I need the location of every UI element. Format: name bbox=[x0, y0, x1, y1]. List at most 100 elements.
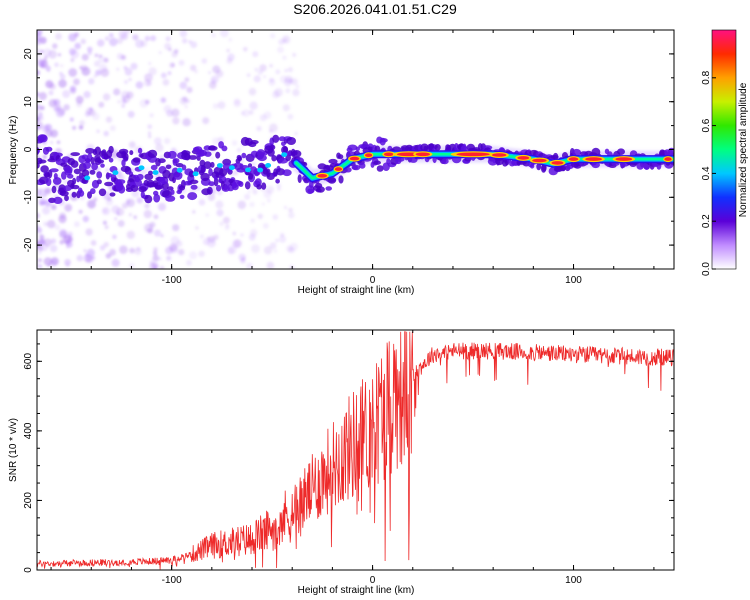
spectrogram-band-blob bbox=[204, 151, 212, 157]
spectrogram-noise-blob bbox=[117, 99, 121, 104]
spectrogram-noise-blob bbox=[268, 78, 276, 86]
x-tick-label: 100 bbox=[565, 275, 582, 286]
spectrogram-noise-blob bbox=[52, 43, 58, 49]
spectrogram-noise-blob bbox=[250, 218, 255, 223]
spectrogram-noise-blob bbox=[145, 99, 150, 105]
spectrogram-noise-blob bbox=[149, 113, 154, 118]
spectrogram-noise-blob bbox=[103, 241, 109, 248]
spectrogram-noise-blob bbox=[266, 185, 275, 194]
spectrogram-band-blob bbox=[221, 145, 228, 152]
spectrogram-band-blob bbox=[136, 173, 144, 181]
spectrogram-noise-blob bbox=[50, 238, 57, 244]
spectrogram-noise-blob bbox=[294, 131, 298, 136]
spectrogram-noise-blob bbox=[144, 203, 150, 209]
spectrogram-band-blob bbox=[66, 173, 74, 179]
spectrogram-noise-blob bbox=[217, 101, 226, 109]
snr-y-label: SNR (10 * v/v) bbox=[8, 418, 19, 482]
spectrogram-noise-blob bbox=[282, 55, 287, 60]
spectrogram-noise-blob bbox=[69, 117, 74, 122]
spectrogram-noise-blob bbox=[277, 187, 281, 191]
spectrogram-band-blob bbox=[271, 155, 277, 162]
spectrogram-noise-blob bbox=[98, 54, 103, 58]
spectrogram-noise-blob bbox=[114, 217, 118, 221]
spectrogram-noise-blob bbox=[68, 68, 78, 77]
spectrogram-noise-blob bbox=[146, 166, 151, 172]
spectrogram-band-blob bbox=[137, 147, 143, 154]
spectrogram-noise-blob bbox=[222, 216, 230, 224]
spectrogram-noise-blob bbox=[70, 58, 75, 63]
spectrogram-noise-blob bbox=[262, 222, 269, 229]
spectrogram-band-blob bbox=[254, 170, 260, 177]
y-tick-label: 20 bbox=[23, 48, 34, 60]
spectrogram-noise-blob bbox=[81, 53, 89, 61]
spectrogram-hotspot-core bbox=[551, 161, 564, 165]
spectrogram-noise-blob bbox=[89, 107, 93, 111]
spectrogram-hotspot-core bbox=[383, 152, 394, 157]
spectrogram-band-blob bbox=[278, 136, 286, 142]
spectrogram-noise-blob bbox=[202, 238, 210, 246]
spectrogram-noise-blob bbox=[37, 121, 44, 129]
spectrogram-band-blob bbox=[45, 146, 53, 152]
spectrogram-noise-blob bbox=[104, 36, 110, 41]
spectrogram-noise-blob bbox=[105, 198, 114, 206]
spectrogram-noise-blob bbox=[102, 93, 111, 101]
spectrogram-noise-blob bbox=[164, 42, 172, 50]
spectrogram-noise-blob bbox=[48, 90, 54, 96]
spectrogram-band-blob bbox=[73, 168, 81, 175]
spectrogram-noise-blob bbox=[286, 245, 293, 252]
spectrogram-noise-blob bbox=[49, 244, 58, 253]
spectrogram-noise-blob bbox=[251, 244, 260, 254]
spectrogram-noise-blob bbox=[275, 69, 281, 75]
spectrogram-noise-blob bbox=[128, 77, 132, 82]
spectrogram-noise-blob bbox=[128, 141, 136, 149]
spectrogram-noise-blob bbox=[69, 85, 77, 92]
spectrogram-noise-blob bbox=[198, 199, 206, 206]
spectrogram-noise-blob bbox=[147, 227, 154, 234]
spectrogram-noise-blob bbox=[152, 266, 158, 269]
spectrogram-noise-blob bbox=[292, 52, 297, 57]
colorbar-ticks: 0.0 0.2 0.4 0.6 0.8 bbox=[701, 70, 716, 276]
spectrogram-noise-blob bbox=[43, 238, 52, 247]
spectrogram-band-blob bbox=[87, 153, 93, 161]
spectrogram-band-blob bbox=[297, 174, 302, 184]
spectrogram-noise-blob bbox=[38, 264, 43, 269]
spectrogram-band-blob bbox=[170, 189, 175, 195]
spectrogram-noise-blob bbox=[128, 212, 133, 217]
spectrogram-band-blob bbox=[352, 164, 361, 171]
spectrogram-noise-blob bbox=[211, 32, 217, 38]
spectrogram-noise-blob bbox=[39, 234, 44, 240]
spectrogram-band-blob bbox=[572, 148, 582, 157]
spectrogram-noise-blob bbox=[94, 53, 99, 58]
spectrogram-noise-blob bbox=[178, 59, 185, 66]
spectrogram-band-blob bbox=[85, 148, 95, 154]
spectrogram-noise-blob bbox=[102, 208, 108, 214]
spectrogram-noise-blob bbox=[160, 96, 167, 104]
spectrogram-band-blob bbox=[327, 176, 337, 184]
spectrogram-noise-blob bbox=[179, 81, 188, 90]
spectrogram-noise-blob bbox=[179, 30, 188, 38]
spectrogram-noise-blob bbox=[192, 210, 196, 214]
spectrogram-noise-blob bbox=[246, 262, 254, 269]
spectrogram-hotspot-core bbox=[334, 167, 342, 171]
spectrogram-noise-blob bbox=[126, 230, 135, 240]
spectrogram-band-blob bbox=[250, 140, 259, 145]
spectrogram-noise-blob bbox=[148, 67, 157, 76]
spectrogram-noise-blob bbox=[148, 134, 152, 139]
spectrogram-band-blob bbox=[256, 184, 262, 190]
spectrogram-noise-blob bbox=[102, 220, 107, 225]
spectrogram-noise-blob bbox=[256, 125, 262, 132]
spectrogram-noise-blob bbox=[153, 247, 158, 252]
spectrogram-noise-blob bbox=[280, 232, 285, 238]
spectrogram-noise-blob bbox=[225, 223, 230, 228]
snr-ticks: -100 0 100 0 200 400 600 bbox=[23, 330, 674, 586]
spectrogram-noise-blob bbox=[64, 259, 71, 266]
spectrogram-noise-blob bbox=[252, 189, 258, 195]
spectrogram-noise-blob bbox=[244, 193, 251, 200]
spectrogram-noise-blob bbox=[37, 224, 40, 230]
spectrogram-noise-blob bbox=[62, 90, 71, 98]
spectrogram-band-blob bbox=[257, 154, 267, 162]
spectrogram-hotspot-core bbox=[415, 152, 430, 157]
x-tick-label: 0 bbox=[370, 275, 376, 286]
spectrogram-noise-blob bbox=[254, 67, 259, 72]
